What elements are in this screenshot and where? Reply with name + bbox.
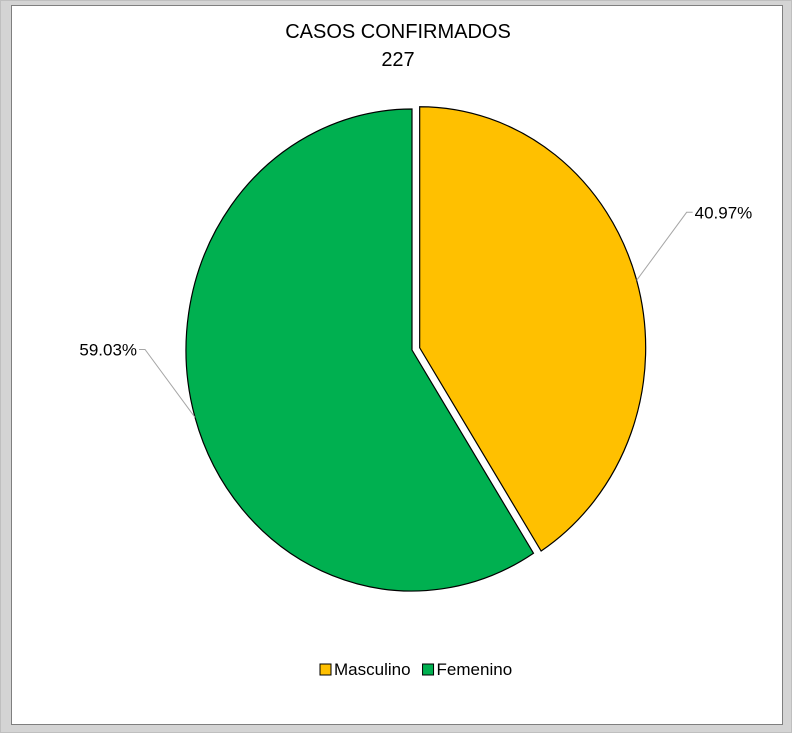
data-label-masculino: 40.97% xyxy=(695,203,753,222)
pie-chart: CASOS CONFIRMADOS 227 40.97% 59.03% Mascu… xyxy=(79,21,753,679)
pie-slices xyxy=(185,106,647,592)
legend-label-femenino: Femenino xyxy=(437,660,513,679)
legend-label-masculino: Masculino xyxy=(334,660,411,679)
legend: Masculino Femenino xyxy=(319,660,513,679)
chart-subtitle: 227 xyxy=(381,49,414,71)
legend-swatch-masculino xyxy=(319,663,332,676)
data-label-femenino: 59.03% xyxy=(79,340,137,359)
pie-data-labels: 40.97% 59.03% xyxy=(79,203,753,418)
chart-area: CASOS CONFIRMADOS 227 40.97% 59.03% Mascu… xyxy=(11,5,783,725)
leader-line-masculino xyxy=(636,211,693,281)
legend-swatch-femenino xyxy=(422,663,435,676)
chart-title: CASOS CONFIRMADOS xyxy=(285,21,511,43)
leader-line-femenino xyxy=(139,348,196,418)
